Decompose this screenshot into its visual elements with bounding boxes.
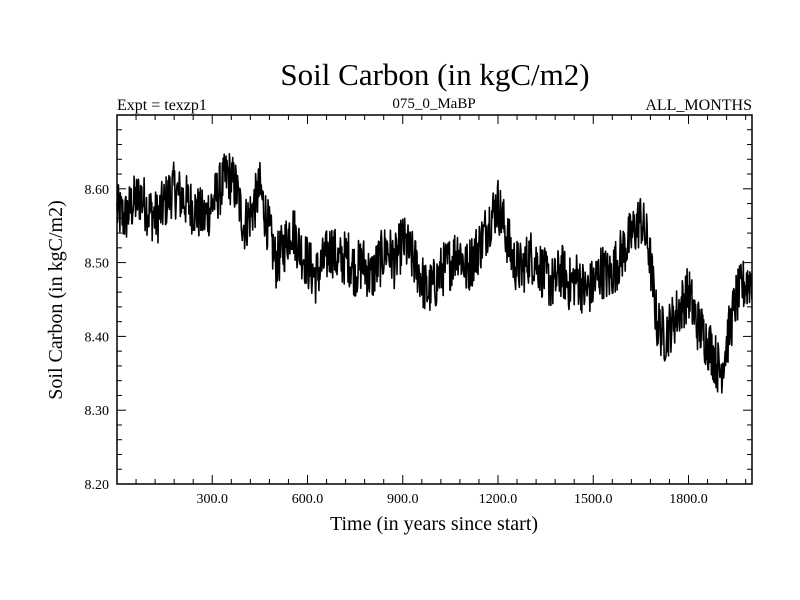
chart-title: Soil Carbon (in kgC/m2)	[280, 57, 589, 92]
y-axis-label: Soil Carbon (in kgC/m2)	[45, 200, 67, 399]
x-tick-label: 300.0	[197, 492, 229, 507]
plot-frame	[116, 114, 753, 485]
y-tick-label: 8.30	[85, 404, 110, 419]
x-axis-label: Time (in years since start)	[330, 513, 538, 535]
y-tick-label: 8.40	[85, 330, 110, 345]
y-tick-label: 8.20	[85, 478, 110, 493]
subtitle-period: 075_0_MaBP	[392, 96, 475, 112]
x-tick-label: 900.0	[387, 492, 419, 507]
x-tick-label: 1200.0	[479, 492, 518, 507]
y-tick-label: 8.50	[85, 257, 110, 272]
x-tick-label: 1800.0	[669, 492, 708, 507]
subtitle-experiment: Expt = texzp1	[117, 97, 207, 114]
x-tick-label: 1500.0	[574, 492, 613, 507]
subtitle-months: ALL_MONTHS	[645, 97, 752, 114]
y-tick-label: 8.60	[85, 183, 110, 198]
data-series-line	[116, 152, 753, 394]
x-tick-label: 600.0	[292, 492, 324, 507]
